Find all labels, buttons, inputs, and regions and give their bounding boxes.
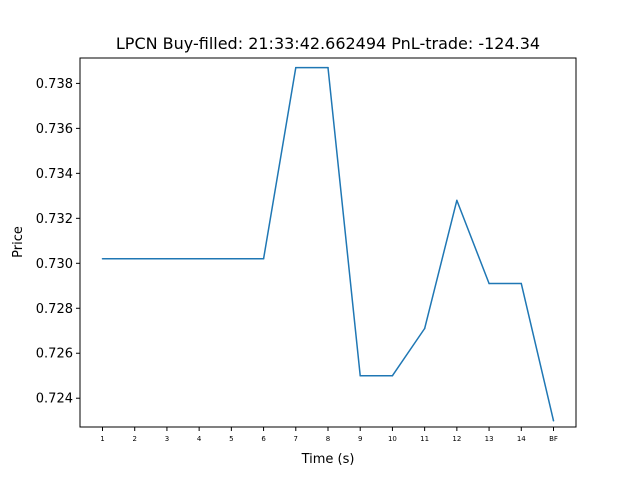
data-point xyxy=(230,258,233,260)
x-tick-label: 7 xyxy=(294,435,298,443)
data-point xyxy=(262,258,265,260)
y-tick-label: 0.724 xyxy=(36,392,73,407)
data-point xyxy=(456,199,458,202)
data-point xyxy=(133,258,136,260)
x-tick-label: 4 xyxy=(197,435,202,443)
x-tick-label: 13 xyxy=(485,435,494,443)
y-axis-label: Price xyxy=(11,226,26,258)
data-point xyxy=(295,66,297,69)
data-point xyxy=(488,282,490,285)
data-point xyxy=(552,419,555,422)
y-tick-label: 0.738 xyxy=(36,77,73,92)
x-tick-label: 14 xyxy=(517,435,526,443)
y-tick-label: 0.726 xyxy=(36,347,73,362)
x-axis: 1 2 3 4 5 6 7 8 9 10 11 12 13 14 BF xyxy=(100,427,558,443)
x-tick-label: 5 xyxy=(229,435,233,443)
x-axis-label: Time (s) xyxy=(301,452,355,467)
series-layer xyxy=(101,66,555,422)
data-point xyxy=(391,374,394,377)
data-point xyxy=(327,66,329,69)
x-tick-label: 6 xyxy=(261,435,266,443)
x-tick-label: 11 xyxy=(420,435,429,443)
data-point xyxy=(166,258,168,260)
y-tick-label: 0.732 xyxy=(36,212,73,227)
y-tick-label: 0.730 xyxy=(36,257,73,272)
x-tick-label: BF xyxy=(549,435,558,443)
x-tick-label: 1 xyxy=(100,435,104,443)
x-tick-label: 9 xyxy=(358,435,362,443)
data-point xyxy=(101,258,104,260)
x-tick-label: 2 xyxy=(132,435,136,443)
data-point xyxy=(520,282,523,285)
x-tick-label: 3 xyxy=(165,435,169,443)
data-point xyxy=(198,258,200,260)
data-point xyxy=(359,374,361,377)
data-point xyxy=(423,327,426,330)
y-tick-label: 0.728 xyxy=(36,302,73,317)
x-tick-label: 10 xyxy=(388,435,397,443)
y-axis: 0.724 0.726 0.728 0.730 0.732 0.734 0.736 0.738 xyxy=(36,77,80,407)
y-tick-label: 0.736 xyxy=(36,122,73,137)
x-tick-label: 12 xyxy=(452,435,461,443)
y-tick-label: 0.734 xyxy=(36,167,73,182)
chart-title: LPCN Buy-filled: 21:33:42.662494 PnL-tra… xyxy=(116,34,540,53)
x-tick-label: 8 xyxy=(326,435,330,443)
